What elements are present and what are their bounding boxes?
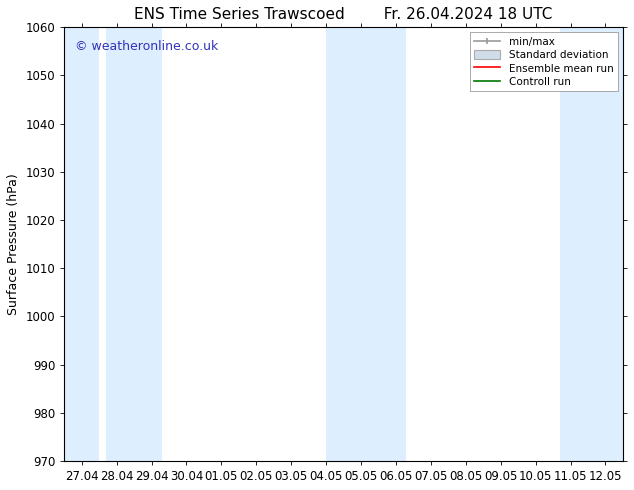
Y-axis label: Surface Pressure (hPa): Surface Pressure (hPa)	[7, 173, 20, 315]
Text: © weatheronline.co.uk: © weatheronline.co.uk	[75, 40, 219, 53]
Legend: min/max, Standard deviation, Ensemble mean run, Controll run: min/max, Standard deviation, Ensemble me…	[470, 32, 618, 91]
Bar	[326, 27, 406, 461]
Title: ENS Time Series Trawscoed        Fr. 26.04.2024 18 UTC: ENS Time Series Trawscoed Fr. 26.04.2024…	[134, 7, 553, 22]
Bar	[560, 27, 623, 461]
Bar	[106, 27, 162, 461]
Bar	[64, 27, 99, 461]
